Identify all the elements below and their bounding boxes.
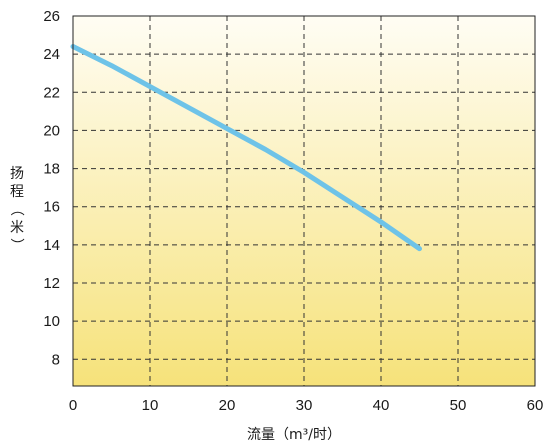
x-tick-label: 30 [296,397,313,414]
series-group [70,44,422,252]
x-tick-label: 10 [142,397,159,414]
x-tick-label: 60 [527,397,544,414]
y-axis-title-char: 程 [10,184,24,200]
x-axis-title: 流量（m³/时） [247,427,341,443]
y-axis-title-char: ） [8,238,24,252]
x-axis-ticks: 0 10 20 30 40 50 60 [69,397,544,414]
y-tick-label: 14 [43,237,60,254]
series-line [70,44,422,252]
y-tick-label: 26 [43,8,60,25]
x-tick-label: 50 [450,397,467,414]
x-tick-label: 40 [373,397,390,414]
y-tick-label: 16 [43,199,60,216]
y-axis-title-char: （ [8,202,24,216]
y-tick-label: 8 [52,351,60,368]
x-tick-label: 20 [219,397,236,414]
grid-lines [73,16,535,386]
y-axis-title-char: 米 [10,220,24,236]
y-axis-title: 扬程 （ 米 ） [8,166,24,252]
y-tick-label: 20 [43,122,60,139]
y-tick-label: 24 [43,46,60,63]
y-axis-title-char: 扬 [10,166,24,182]
y-tick-label: 12 [43,275,60,292]
y-tick-label: 18 [43,161,60,178]
y-tick-label: 10 [43,313,60,330]
y-tick-label: 22 [43,84,60,101]
y-axis-ticks: 8 10 12 14 16 18 20 22 24 26 [43,8,60,368]
x-tick-label: 0 [69,397,77,414]
plot-frame [72,15,536,387]
